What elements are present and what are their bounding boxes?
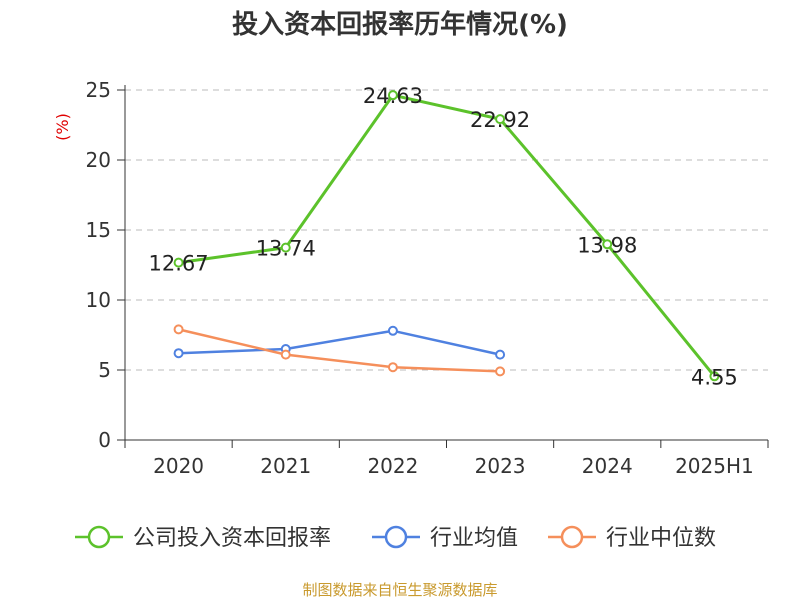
x-tick-label: 2024: [582, 454, 633, 478]
axes: 0 5 10 15 20 25 2020 2021 2022 2023 2024 2025H1: [86, 78, 769, 478]
legend-item-0[interactable]: 公司投入资本回报率: [75, 525, 331, 551]
data-point[interactable]: [173, 348, 184, 359]
data-label: 4.55: [691, 365, 738, 389]
data-point[interactable]: [602, 239, 613, 250]
chart-title: 投入资本回报率历年情况(%): [232, 9, 568, 40]
data-point[interactable]: [387, 90, 398, 101]
legend-swatch-marker: [87, 525, 111, 549]
y-tick-label: 10: [86, 288, 111, 312]
data-point[interactable]: [280, 349, 291, 360]
series-1: [173, 325, 506, 360]
data-label: 12.67: [149, 252, 209, 276]
data-point[interactable]: [709, 371, 720, 382]
data-point[interactable]: [173, 324, 184, 335]
x-tick-label: 2025H1: [675, 454, 754, 478]
series-line: [178, 93, 716, 378]
data-point[interactable]: [280, 242, 291, 253]
y-tick-label: 15: [86, 218, 111, 242]
data-label: 22.92: [470, 108, 530, 132]
data-point[interactable]: [173, 257, 184, 268]
series-line: [178, 328, 501, 373]
data-label: 24.63: [363, 84, 423, 108]
series-line: [178, 329, 501, 356]
legend-swatch-marker: [384, 525, 408, 549]
series-layer: 12.67 13.74 24.63 22.92 13.98 4.55: [149, 84, 738, 389]
x-tick-label: 2022: [367, 454, 418, 478]
source-note: 制图数据来自恒生聚源数据库: [302, 581, 497, 599]
y-tick-label: 20: [86, 148, 111, 172]
legend-swatch-marker: [560, 525, 584, 549]
legend-label: 行业中位数: [606, 526, 716, 551]
series-2: [173, 324, 506, 377]
data-point[interactable]: [495, 366, 506, 377]
legend-item-1[interactable]: 行业均值: [372, 525, 518, 551]
legend-item-2[interactable]: 行业中位数: [548, 525, 716, 551]
data-point[interactable]: [495, 114, 506, 125]
gridlines: [125, 89, 768, 371]
legend-label: 行业均值: [430, 526, 518, 551]
legend[interactable]: 公司投入资本回报率 行业均值 行业中位数: [75, 525, 716, 551]
y-tick-label: 25: [86, 78, 111, 102]
y-axis-label: (%): [53, 113, 72, 141]
y-tick-label: 0: [98, 428, 111, 452]
data-point[interactable]: [387, 325, 398, 336]
x-tick-label: 2020: [153, 454, 204, 478]
data-label: 13.98: [577, 233, 637, 257]
data-point[interactable]: [387, 362, 398, 373]
x-tick-label: 2023: [475, 454, 526, 478]
data-point[interactable]: [495, 349, 506, 360]
x-tick-label: 2021: [260, 454, 311, 478]
legend-label: 公司投入资本回报率: [133, 526, 331, 551]
y-tick-label: 5: [98, 358, 111, 382]
series-0: 12.67 13.74 24.63 22.92 13.98 4.55: [149, 84, 738, 389]
data-label: 13.74: [256, 237, 316, 261]
